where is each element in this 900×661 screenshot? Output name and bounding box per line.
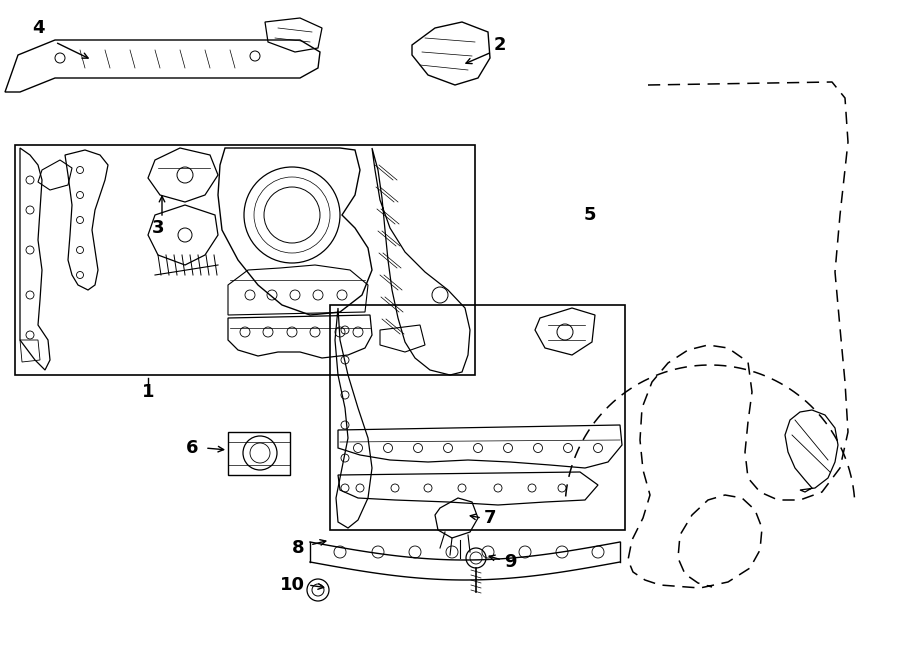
Text: 10: 10 [280, 576, 304, 594]
Text: 7: 7 [484, 509, 496, 527]
Text: 6: 6 [185, 439, 198, 457]
Text: 4: 4 [32, 19, 44, 37]
Text: 5: 5 [584, 206, 596, 224]
Text: 3: 3 [152, 219, 164, 237]
Text: 1: 1 [142, 383, 154, 401]
Text: 8: 8 [292, 539, 304, 557]
Text: 9: 9 [504, 553, 517, 571]
Text: 2: 2 [494, 36, 506, 54]
Bar [330, 305, 625, 530]
Bar [15, 145, 475, 375]
